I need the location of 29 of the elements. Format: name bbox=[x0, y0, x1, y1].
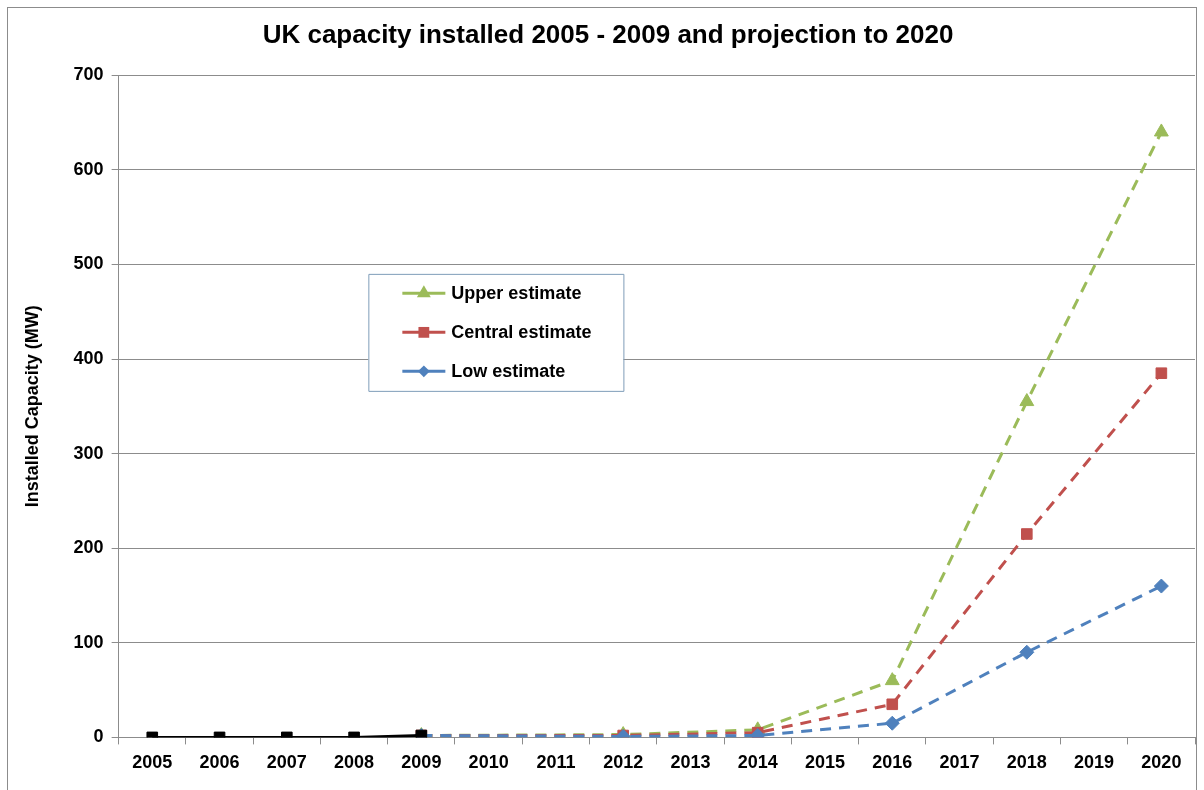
y-tick-label: 600 bbox=[73, 158, 104, 179]
y-tick-label: 200 bbox=[73, 537, 104, 558]
x-tick-label: 2018 bbox=[1006, 752, 1047, 773]
x-tick-label: 2016 bbox=[872, 752, 913, 773]
x-tick-label: 2006 bbox=[199, 752, 240, 773]
x-tick-label: 2005 bbox=[132, 752, 173, 773]
y-tick-label: 700 bbox=[73, 64, 104, 85]
y-tick-label: 300 bbox=[73, 442, 104, 463]
y-axis-title: Installed Capacity (MW) bbox=[21, 305, 42, 508]
x-tick-label: 2011 bbox=[536, 752, 576, 773]
x-tick-label: 2010 bbox=[468, 752, 509, 773]
x-tick-label: 2020 bbox=[1141, 752, 1182, 773]
x-tick-label: 2017 bbox=[939, 752, 980, 773]
legend-label: Central estimate bbox=[451, 322, 592, 343]
x-tick-label: 2015 bbox=[804, 752, 846, 773]
x-tick-label: 2012 bbox=[603, 752, 644, 773]
x-tick-label: 2013 bbox=[670, 752, 711, 773]
x-tick-label: 2014 bbox=[737, 752, 778, 773]
x-tick-label: 2009 bbox=[401, 752, 442, 773]
y-tick-label: 400 bbox=[73, 347, 104, 368]
x-tick-label: 2019 bbox=[1074, 752, 1115, 773]
y-tick-label: 500 bbox=[73, 253, 104, 274]
x-tick-label: 2007 bbox=[266, 752, 307, 773]
y-tick-label: 100 bbox=[73, 631, 104, 652]
y-tick-label: 0 bbox=[93, 726, 104, 747]
chart-title: UK capacity installed 2005 - 2009 and projection to 2020 bbox=[262, 18, 954, 49]
legend-label: Upper estimate bbox=[451, 283, 582, 304]
x-tick-label: 2008 bbox=[334, 752, 375, 773]
legend-label: Low estimate bbox=[451, 361, 566, 382]
